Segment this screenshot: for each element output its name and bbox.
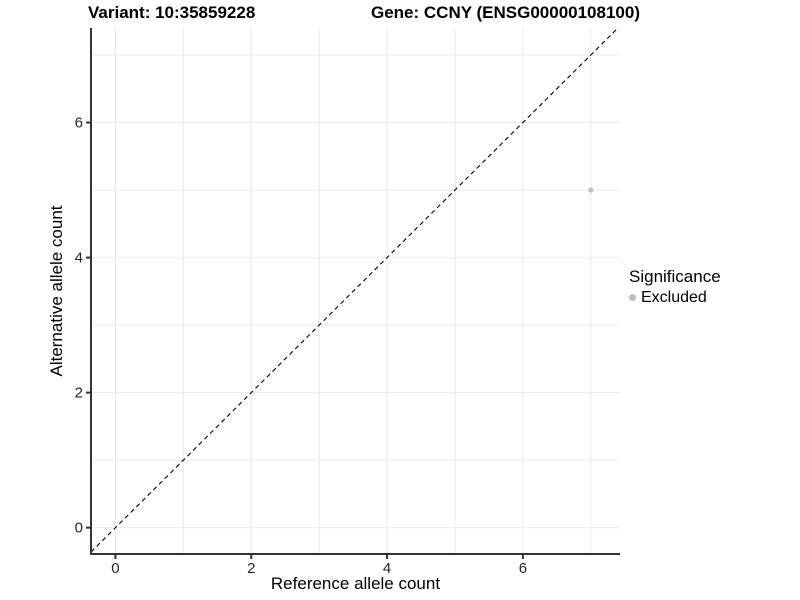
legend-title: Significance [629, 267, 721, 286]
x-tick-label: 2 [247, 560, 255, 577]
x-axis-title: Reference allele count [270, 574, 441, 593]
legend-item: Excluded [629, 287, 721, 308]
gene-title: Gene: CCNY (ENSG00000108100) [371, 3, 640, 22]
legend-item-label: Excluded [641, 289, 707, 306]
excluded-point-icon [629, 294, 636, 301]
legend: Significance Excluded [629, 266, 721, 308]
identity-line [90, 27, 619, 553]
data-point [588, 187, 594, 193]
x-tick-label: 6 [519, 560, 527, 577]
x-tick-label: 4 [383, 560, 391, 577]
y-tick-label: 6 [75, 115, 83, 132]
y-tick-label: 2 [75, 385, 83, 402]
variant-title: Variant: 10:35859228 [88, 3, 256, 22]
y-axis-title: Alternative allele count [47, 205, 66, 377]
x-tick-label: 0 [111, 560, 119, 577]
y-tick-label: 4 [75, 250, 83, 267]
y-tick-label: 0 [75, 520, 83, 537]
